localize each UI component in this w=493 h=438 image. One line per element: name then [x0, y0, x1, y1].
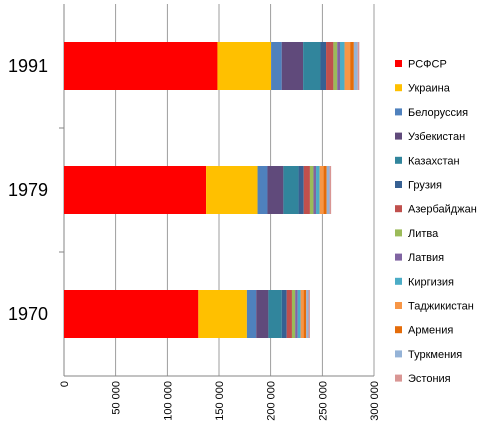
bar-segment [306, 290, 309, 338]
bar-segment [319, 166, 324, 214]
category-label: 1970 [8, 304, 48, 324]
bar-segment [198, 290, 247, 338]
bar-segment [323, 166, 327, 214]
bar-segment [300, 290, 304, 338]
x-tick-label: 300 000 [369, 381, 381, 421]
bar-segment [303, 42, 321, 90]
legend-label: Казахстан [408, 155, 460, 167]
bar-segment [350, 42, 354, 90]
legend-swatch [395, 277, 402, 285]
x-tick-label: 50 000 [111, 381, 123, 415]
bar-segment [286, 290, 292, 338]
legend-label: Киргизия [408, 276, 454, 288]
bar-segment [337, 42, 341, 90]
x-tick-label: 100 000 [162, 381, 174, 421]
legend-swatch [395, 108, 402, 116]
x-tick-label: 200 000 [266, 381, 278, 421]
category-labels: 1970 1979 1991 [8, 56, 48, 324]
bar-segment [291, 290, 296, 338]
bar-segment [271, 42, 282, 90]
legend-label: Эстония [408, 373, 451, 385]
legend-label: Латвия [408, 252, 444, 264]
legend-label: Азербайджан [408, 204, 477, 216]
legend-label: Туркмения [408, 349, 462, 361]
bar-segment [313, 166, 317, 214]
bar-segment [329, 166, 332, 214]
x-tick-label: 250 000 [317, 381, 329, 421]
bar-segment [303, 290, 307, 338]
x-tick-label: 150 000 [214, 381, 226, 421]
legend-label: Узбекистан [408, 131, 465, 143]
legend-swatch [395, 181, 402, 188]
bar-segment [309, 166, 314, 214]
bar-segment [303, 166, 310, 214]
bar-segment [320, 42, 327, 90]
legend: РСФСР Украина Белоруссия Узбекистан Казахста… [395, 59, 477, 385]
legend-swatch [395, 60, 402, 67]
legend-swatch [395, 326, 402, 334]
bars [64, 42, 360, 338]
legend-swatch [395, 302, 402, 309]
bar-segment [326, 42, 334, 90]
legend-swatch [395, 156, 402, 164]
legend-label: Украина [408, 83, 451, 95]
bar-segment [357, 42, 360, 90]
bar-segment [281, 290, 287, 338]
bar-segment [217, 42, 272, 90]
legend-label: Таджикистан [408, 301, 474, 313]
bar-segment [316, 166, 320, 214]
legend-label: Армения [408, 325, 453, 337]
bar-segment [333, 42, 338, 90]
bar-segment [268, 290, 282, 338]
bar-segment [353, 42, 358, 90]
legend-swatch [395, 253, 402, 261]
legend-label: Грузия [408, 180, 442, 192]
legend-swatch [395, 374, 402, 382]
bar-segment [257, 166, 268, 214]
bar-segment [298, 166, 304, 214]
bar-segment [281, 42, 304, 90]
bar-segment [267, 166, 284, 214]
legend-label: РСФСР [408, 59, 447, 71]
bar-segment [64, 290, 199, 338]
bar-segment [64, 166, 207, 214]
legend-swatch [395, 84, 402, 92]
category-label: 1979 [8, 180, 48, 200]
legend-swatch [395, 205, 402, 213]
legend-swatch [395, 229, 402, 237]
legend-swatch [395, 350, 402, 358]
bar-segment [64, 42, 218, 90]
bar-segment [295, 290, 298, 338]
bar-segment [297, 290, 301, 338]
category-label: 1991 [8, 56, 48, 76]
bar-segment [256, 290, 269, 338]
bar-segment [308, 290, 310, 338]
bar-segment [344, 42, 351, 90]
x-tick-label: 0 [59, 381, 71, 387]
legend-swatch [395, 132, 402, 140]
x-tick-labels: 0 50 000 100 000 150 000 200 000 250 000 300 0… [59, 381, 381, 421]
legend-label: Белоруссия [408, 107, 468, 119]
bar-segment [340, 42, 345, 90]
bar-segment [326, 166, 330, 214]
bar-segment [246, 290, 257, 338]
legend-label: Литва [408, 228, 439, 240]
bar-segment [206, 166, 258, 214]
bar-segment [283, 166, 299, 214]
